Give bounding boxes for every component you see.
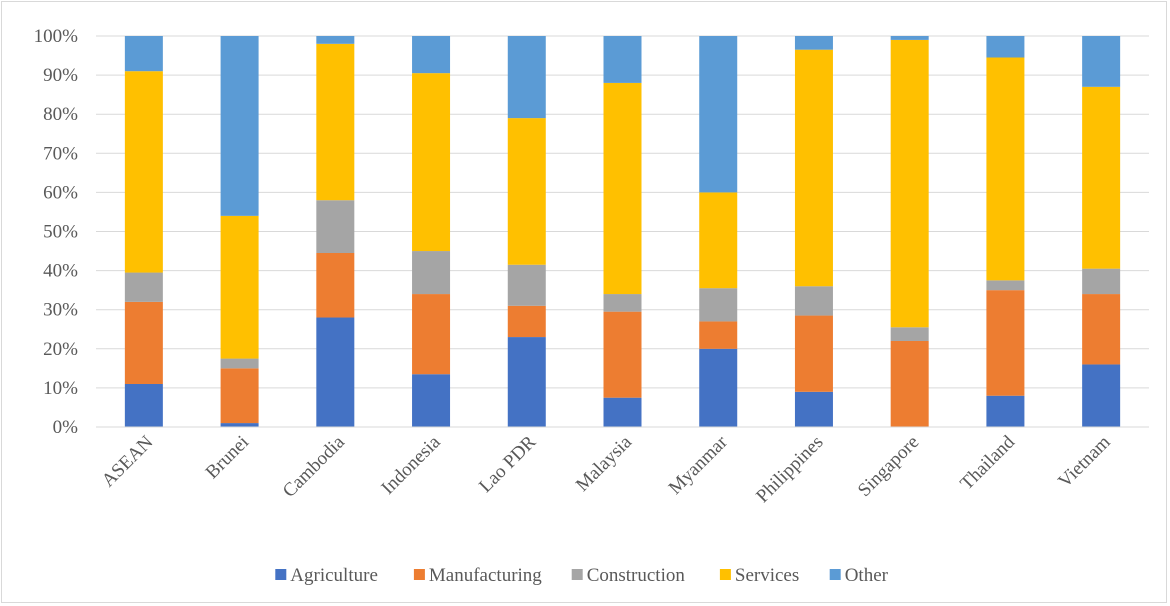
legend-label: Agriculture [290, 565, 378, 586]
bar-segment-other-indonesia [412, 36, 451, 74]
x-tick-label: ASEAN [98, 431, 158, 491]
bar-segment-agriculture-myanmar [699, 348, 738, 427]
bar-segment-construction-vietnam [1082, 268, 1121, 295]
y-axis: 0% 10% 20% 30% 40% 50% 60% 70% 80% 90% 100% [34, 26, 79, 438]
bar-segment-agriculture-asean [124, 383, 163, 427]
legend-swatch [571, 569, 583, 580]
y-tick-label: 30% [43, 300, 78, 321]
legend-label: Services [735, 565, 799, 586]
legend-item-services: Services [719, 565, 799, 586]
bar-segment-construction-lao-pdr [507, 264, 546, 306]
bar-segment-manufacturing-malaysia [603, 311, 642, 398]
bar-segment-agriculture-lao-pdr [507, 337, 546, 427]
legend-swatch [719, 569, 731, 580]
x-tick-label: Vietnam [1054, 432, 1114, 492]
bar-segment-manufacturing-myanmar [699, 321, 738, 349]
bar-segment-construction-singapore [890, 327, 929, 341]
bar-segment-services-indonesia [412, 73, 451, 252]
bar-segment-agriculture-thailand [986, 395, 1025, 427]
legend-label: Construction [587, 565, 686, 586]
bar-segment-other-vietnam [1082, 36, 1121, 87]
bar-segment-agriculture-brunei [220, 423, 259, 427]
legend: Agriculture Manufacturing Construction Serv… [275, 565, 889, 586]
bar-segment-other-myanmar [699, 36, 738, 193]
x-tick-label: Brunei [202, 432, 253, 483]
x-tick-label: Singapore [854, 432, 923, 501]
legend-item-other: Other [829, 565, 889, 586]
bar-segment-manufacturing-brunei [220, 368, 259, 424]
bar-segment-agriculture-vietnam [1082, 364, 1121, 427]
bar-segment-construction-thailand [986, 280, 1025, 291]
bar-segment-services-philippines [794, 49, 833, 287]
bar-segment-services-vietnam [1082, 86, 1121, 269]
bar-segment-other-thailand [986, 36, 1025, 58]
bar-segment-other-brunei [220, 36, 259, 216]
bar-segment-construction-asean [124, 272, 163, 302]
bar-segment-other-cambodia [316, 36, 355, 44]
bar-segment-services-lao-pdr [507, 118, 546, 265]
bar-segment-construction-myanmar [699, 288, 738, 322]
bar-segment-construction-philippines [794, 286, 833, 316]
x-tick-label: Malaysia [572, 431, 636, 495]
bar-segment-manufacturing-cambodia [316, 253, 355, 318]
bar-segment-services-thailand [986, 57, 1025, 281]
y-tick-label: 90% [43, 65, 78, 86]
bar-segment-manufacturing-indonesia [412, 294, 451, 375]
bars [124, 36, 1121, 427]
y-tick-label: 80% [43, 104, 78, 125]
y-tick-label: 10% [43, 378, 78, 399]
x-axis: ASEAN Brunei Cambodia Indonesia Lao PDR Malay… [98, 431, 1115, 507]
bar-segment-services-brunei [220, 215, 259, 359]
bar-segment-agriculture-indonesia [412, 374, 451, 427]
bar-segment-manufacturing-thailand [986, 290, 1025, 396]
legend-swatch [829, 569, 841, 580]
bar-segment-services-asean [124, 71, 163, 273]
bar-segment-other-malaysia [603, 36, 642, 83]
legend-label: Manufacturing [429, 565, 542, 586]
y-tick-label: 100% [34, 26, 79, 47]
y-tick-label: 60% [43, 182, 78, 203]
bar-segment-manufacturing-philippines [794, 315, 833, 392]
bar-segment-services-cambodia [316, 43, 355, 201]
bar-segment-services-myanmar [699, 192, 738, 289]
x-tick-label: Indonesia [377, 431, 444, 498]
y-tick-label: 50% [43, 222, 78, 243]
x-tick-label: Lao PDR [475, 431, 540, 496]
bar-segment-agriculture-philippines [794, 391, 833, 427]
bar-segment-other-singapore [890, 36, 929, 40]
legend-item-manufacturing: Manufacturing [413, 565, 542, 586]
bar-segment-construction-brunei [220, 358, 259, 369]
bar-segment-construction-malaysia [603, 294, 642, 312]
bar-segment-agriculture-malaysia [603, 397, 642, 427]
legend-swatch [275, 569, 287, 580]
y-tick-label: 0% [53, 417, 79, 438]
bar-segment-other-asean [124, 36, 163, 72]
legend-swatch [413, 569, 425, 580]
bar-segment-manufacturing-singapore [890, 340, 929, 427]
bar-segment-manufacturing-asean [124, 301, 163, 384]
x-tick-label: Philippines [752, 432, 827, 507]
bar-segment-services-singapore [890, 39, 929, 328]
y-tick-label: 70% [43, 143, 78, 164]
bar-segment-services-malaysia [603, 82, 642, 295]
y-tick-label: 40% [43, 261, 78, 282]
y-tick-label: 20% [43, 339, 78, 360]
bar-segment-other-philippines [794, 36, 833, 50]
bar-segment-manufacturing-lao-pdr [507, 305, 546, 338]
bar-segment-construction-indonesia [412, 251, 451, 295]
x-tick-label: Myanmar [665, 431, 733, 499]
bar-segment-construction-cambodia [316, 200, 355, 253]
bar-segment-agriculture-cambodia [316, 317, 355, 427]
legend-label: Other [845, 565, 889, 586]
legend-item-agriculture: Agriculture [275, 565, 378, 586]
bar-segment-other-lao-pdr [507, 36, 546, 119]
legend-item-construction: Construction [571, 565, 686, 586]
x-tick-label: Thailand [956, 431, 1019, 494]
x-tick-label: Cambodia [279, 431, 349, 501]
bar-segment-manufacturing-vietnam [1082, 294, 1121, 365]
